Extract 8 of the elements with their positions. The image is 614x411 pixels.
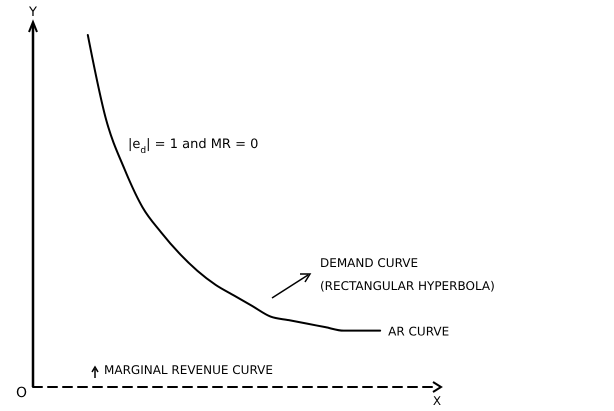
x-axis-title: X (432, 394, 442, 408)
annotation: (RECTANGULAR HYPERBOLA) (320, 279, 495, 293)
y-axis-title: Y (28, 5, 38, 20)
legend-label: MARGINAL REVENUE CURVE (104, 363, 273, 377)
annotation: DEMAND CURVE (320, 256, 418, 270)
annotation: O (16, 385, 28, 401)
annotation: |e$_{d}$| = 1 and MR = 0 (128, 137, 258, 156)
series-label: AR CURVE (388, 324, 450, 339)
